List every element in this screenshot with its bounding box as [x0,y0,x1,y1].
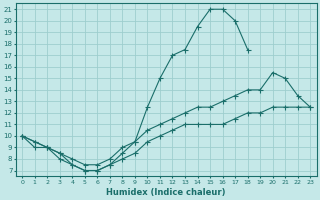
X-axis label: Humidex (Indice chaleur): Humidex (Indice chaleur) [107,188,226,197]
